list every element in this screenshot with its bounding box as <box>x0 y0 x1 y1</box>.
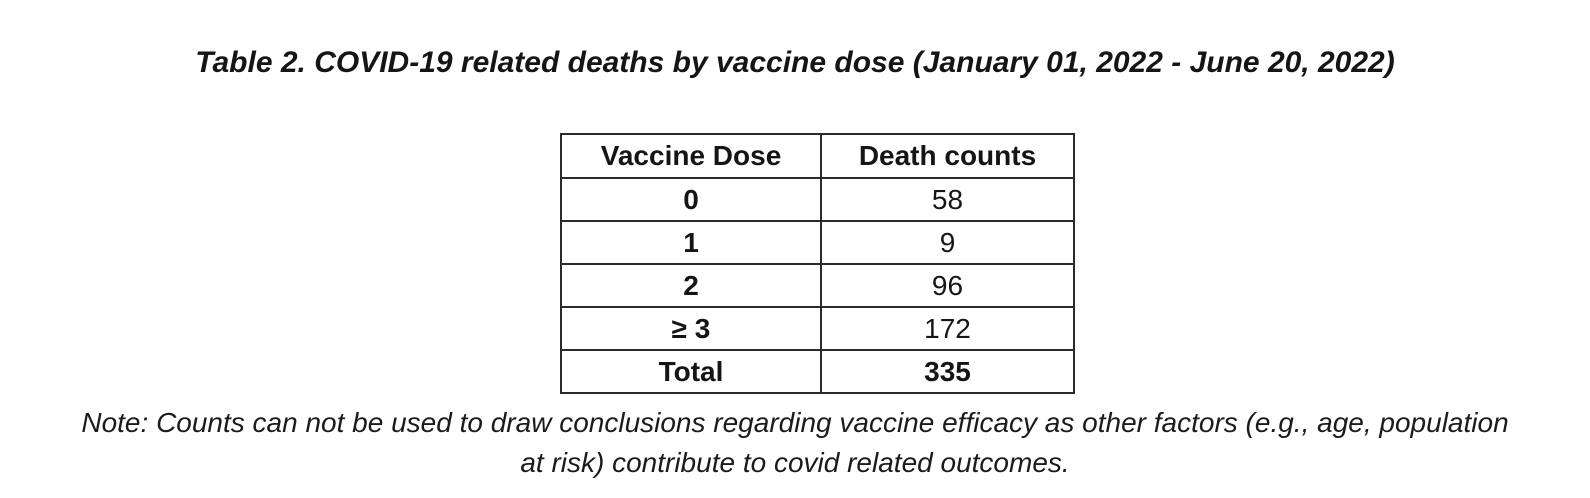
count-cell: 9 <box>820 220 1075 265</box>
column-header-death-counts: Death counts <box>820 133 1075 179</box>
table-header: Vaccine Dose Death counts <box>560 133 1075 179</box>
column-header-vaccine-dose: Vaccine Dose <box>560 133 822 179</box>
table-row: ≥ 3 172 <box>560 306 1075 351</box>
count-cell: 58 <box>820 177 1075 222</box>
footnote-line-1: Note: Counts can not be used to draw con… <box>81 407 1509 438</box>
dose-cell: 1 <box>560 220 822 265</box>
count-cell: 172 <box>820 306 1075 351</box>
header-row: Vaccine Dose Death counts <box>560 133 1075 179</box>
deaths-by-dose-table: Vaccine Dose Death counts 0 58 1 9 2 96 ≥ 3 172… <box>560 133 1075 394</box>
dose-cell: 0 <box>560 177 822 222</box>
table-row: 0 58 <box>560 177 1075 222</box>
table-caption: Table 2. COVID-19 related deaths by vacc… <box>195 46 1395 79</box>
table-body: 0 58 1 9 2 96 ≥ 3 172 Total 335 <box>560 177 1075 394</box>
count-cell: 96 <box>820 263 1075 308</box>
dose-cell: ≥ 3 <box>560 306 822 351</box>
table-row: Total 335 <box>560 349 1075 394</box>
dose-cell: Total <box>560 349 822 394</box>
table-footnote: Note: Counts can not be used to draw con… <box>0 403 1590 483</box>
table-row: 2 96 <box>560 263 1075 308</box>
dose-cell: 2 <box>560 263 822 308</box>
footnote-line-2: at risk) contribute to covid related out… <box>520 447 1070 478</box>
count-cell: 335 <box>820 349 1075 394</box>
